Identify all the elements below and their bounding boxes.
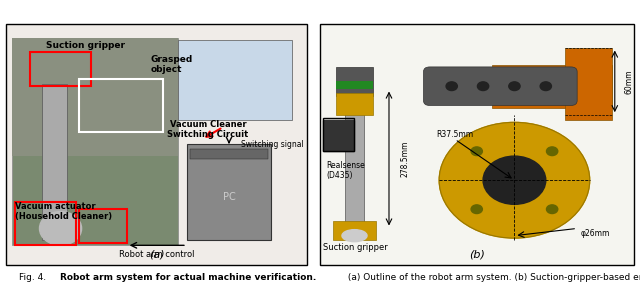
Ellipse shape — [342, 230, 367, 242]
Circle shape — [509, 82, 520, 91]
FancyBboxPatch shape — [42, 84, 67, 240]
FancyBboxPatch shape — [6, 24, 307, 265]
FancyBboxPatch shape — [424, 67, 577, 106]
Circle shape — [483, 156, 546, 204]
FancyBboxPatch shape — [187, 144, 271, 240]
Text: φ26mm: φ26mm — [580, 229, 610, 238]
FancyBboxPatch shape — [320, 24, 634, 265]
Circle shape — [40, 212, 82, 245]
Circle shape — [547, 147, 558, 156]
Text: Realsense
(D435): Realsense (D435) — [326, 161, 365, 180]
Circle shape — [471, 205, 483, 213]
FancyBboxPatch shape — [493, 64, 612, 108]
Text: Vacuum Cleaner
Switching Circuit: Vacuum Cleaner Switching Circuit — [167, 120, 248, 139]
FancyBboxPatch shape — [190, 149, 268, 158]
FancyBboxPatch shape — [323, 120, 355, 151]
Text: Switching signal: Switching signal — [241, 140, 304, 148]
Text: Robot arm control: Robot arm control — [119, 250, 195, 260]
FancyBboxPatch shape — [336, 93, 373, 115]
Text: R37.5mm: R37.5mm — [436, 130, 473, 139]
Circle shape — [471, 147, 483, 156]
Circle shape — [439, 122, 589, 238]
FancyBboxPatch shape — [336, 67, 373, 96]
FancyBboxPatch shape — [333, 221, 376, 240]
Text: Fig. 4.: Fig. 4. — [19, 273, 52, 282]
Text: (a): (a) — [149, 250, 164, 260]
Text: PC: PC — [223, 192, 236, 202]
Text: Robot arm system for actual machine verification.: Robot arm system for actual machine veri… — [60, 273, 316, 282]
Text: 60mm: 60mm — [624, 69, 633, 93]
Circle shape — [446, 82, 458, 91]
Text: (b): (b) — [469, 250, 484, 260]
Text: 278.5mm: 278.5mm — [400, 140, 409, 177]
Circle shape — [540, 82, 552, 91]
Text: Vacuum actuator
(Household Cleaner): Vacuum actuator (Household Cleaner) — [15, 202, 113, 221]
FancyBboxPatch shape — [336, 81, 373, 88]
FancyBboxPatch shape — [564, 48, 612, 120]
Text: Suction gripper: Suction gripper — [45, 41, 125, 50]
FancyBboxPatch shape — [12, 38, 178, 156]
Text: Suction gripper: Suction gripper — [323, 243, 388, 252]
Circle shape — [547, 205, 558, 213]
Text: Grasped
object: Grasped object — [151, 55, 193, 74]
FancyBboxPatch shape — [12, 38, 178, 245]
Circle shape — [477, 82, 489, 91]
FancyBboxPatch shape — [178, 40, 292, 120]
Text: (a) Outline of the robot arm system. (b) Suction-gripper-based end-effector.: (a) Outline of the robot arm system. (b)… — [345, 273, 640, 282]
FancyBboxPatch shape — [345, 88, 364, 228]
